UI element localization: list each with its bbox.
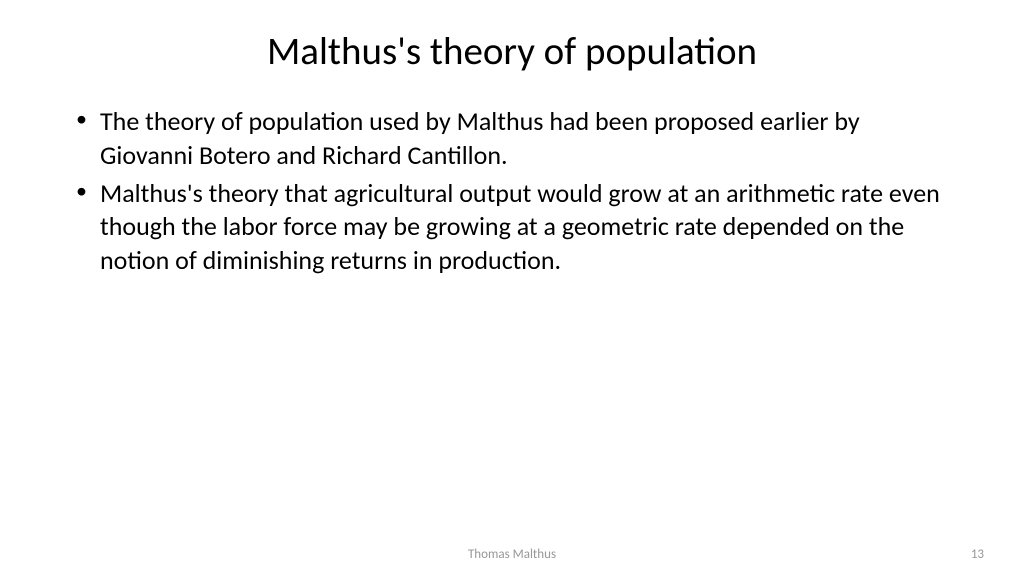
slide-footer: Thomas Malthus 13 xyxy=(0,547,1024,562)
slide-content: The theory of population used by Malthus… xyxy=(70,105,954,536)
slide-container: Malthus's theory of population The theor… xyxy=(0,0,1024,576)
bullet-list: The theory of population used by Malthus… xyxy=(70,105,954,278)
footer-author: Thomas Malthus xyxy=(468,547,556,562)
bullet-item: The theory of population used by Malthus… xyxy=(70,105,954,173)
footer-page-number: 13 xyxy=(971,547,984,562)
bullet-item: Malthus's theory that agricultural outpu… xyxy=(70,177,954,278)
slide-title: Malthus's theory of population xyxy=(70,28,954,75)
